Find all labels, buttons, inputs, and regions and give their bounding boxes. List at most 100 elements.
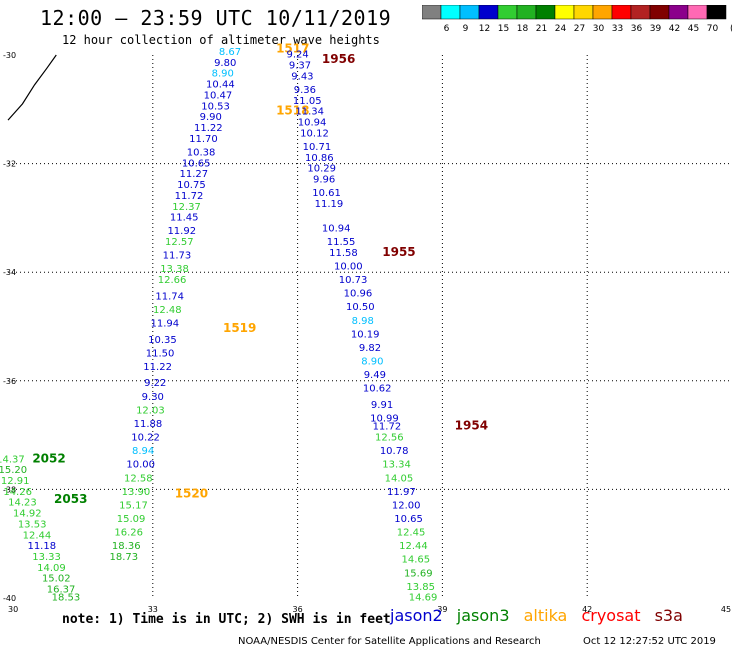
wave-height-value: 18.53 xyxy=(52,593,81,604)
pass-time-label: 1518 xyxy=(276,104,309,118)
x-tick-label: 36 xyxy=(293,605,303,614)
wave-height-value: 13.53 xyxy=(18,519,47,530)
pass-time-label: 2052 xyxy=(32,451,65,465)
pass-time-label: 1955 xyxy=(382,245,415,259)
timestamp-text: Oct 12 12:27:52 UTC 2019 xyxy=(583,636,716,647)
wave-height-value: 10.00 xyxy=(334,261,363,272)
x-tick-label: 30 xyxy=(8,605,18,614)
wave-height-value: 13.34 xyxy=(382,460,411,471)
wave-height-value: 14.65 xyxy=(402,555,431,566)
wave-height-value: 10.38 xyxy=(187,147,216,158)
wave-height-value: 10.50 xyxy=(346,302,375,313)
wave-height-value: 18.73 xyxy=(110,552,139,563)
wave-height-value: 9.37 xyxy=(289,61,311,72)
wave-height-value: 10.62 xyxy=(363,384,392,395)
coastline xyxy=(7,54,57,121)
wave-height-value: 10.86 xyxy=(305,153,334,164)
pass-time-label: 1517 xyxy=(276,41,309,55)
x-tick-label: 42 xyxy=(582,605,592,614)
wave-height-value: 13.33 xyxy=(32,552,61,563)
footer-note: note: 1) Time is in UTC; 2) SWH is in fe… xyxy=(62,612,391,627)
wave-height-value: 12.56 xyxy=(375,433,404,444)
wave-height-value: 10.61 xyxy=(312,188,341,199)
colorbar-label: 6 xyxy=(444,24,450,34)
colorbar-label: 21 xyxy=(536,24,547,34)
wave-height-value: 9.91 xyxy=(371,400,393,411)
satellite-legend: jason2 jason3 altika cryosat s3a xyxy=(390,606,692,625)
colorbar: 6 9 12 15 18 21 24 27 30 33 36 39 42 45 70 (ft) xyxy=(422,5,732,34)
wave-height-value: 15.09 xyxy=(117,514,146,525)
wave-height-value: 10.65 xyxy=(394,514,423,525)
wave-height-value: 10.75 xyxy=(177,180,206,191)
wave-height-value: 10.53 xyxy=(201,101,230,112)
wave-height-value: 11.92 xyxy=(167,226,196,237)
wave-height-value: 11.72 xyxy=(175,191,204,202)
wave-height-value: 9.22 xyxy=(144,378,166,389)
colorbar-label: 33 xyxy=(612,24,623,34)
wave-height-value: 11.45 xyxy=(170,213,199,224)
wave-height-value: 16.37 xyxy=(47,585,76,596)
colorbar-label: 12 xyxy=(479,24,490,34)
wave-height-value: 11.50 xyxy=(146,348,175,359)
wave-height-value: 11.73 xyxy=(163,251,192,262)
wave-height-value: 8.94 xyxy=(132,446,154,457)
wave-height-value: 15.02 xyxy=(42,574,71,585)
pass-time-label: 1520 xyxy=(175,487,208,501)
y-tick-label: -40 xyxy=(3,594,16,603)
wave-height-value: 15.69 xyxy=(404,568,433,579)
colorbar-label: 18 xyxy=(517,24,529,34)
colorbar-label: 70 xyxy=(707,24,719,34)
wave-height-value: 18.36 xyxy=(112,541,141,552)
wave-height-value: 8.90 xyxy=(361,357,383,368)
y-tick-label: -36 xyxy=(3,377,16,386)
wave-height-value: 12.48 xyxy=(153,305,182,316)
wave-height-value: 10.29 xyxy=(307,164,336,175)
colorbar-label: 30 xyxy=(593,24,605,34)
page-subtitle: 12 hour collection of altimeter wave hei… xyxy=(62,33,380,47)
wave-height-value: 9.36 xyxy=(294,85,316,96)
wave-height-value: 11.70 xyxy=(189,134,218,145)
wave-height-value: 10.22 xyxy=(131,433,160,444)
wave-height-value: 10.94 xyxy=(298,118,327,129)
wave-height-value: 11.55 xyxy=(327,237,356,248)
wave-height-value: 10.47 xyxy=(204,90,233,101)
wave-height-value: 12.00 xyxy=(392,500,421,511)
wave-height-value: 10.94 xyxy=(322,223,351,234)
wave-height-value: 10.78 xyxy=(380,446,409,457)
wave-height-value: 14.09 xyxy=(37,563,66,574)
y-tick-label: -38 xyxy=(3,485,16,494)
x-tick-label: 45 xyxy=(721,605,731,614)
wave-height-value: 9.80 xyxy=(214,58,236,69)
wave-height-value: 12.91 xyxy=(1,476,30,487)
wave-height-value: 10.96 xyxy=(344,289,373,300)
wave-height-value: 11.94 xyxy=(151,319,180,330)
colorbar-label: 9 xyxy=(463,24,469,34)
wave-height-value: 11.74 xyxy=(155,291,184,302)
wave-height-value: 11.22 xyxy=(143,362,172,373)
wave-height-value: 10.44 xyxy=(206,80,235,91)
wave-height-value: 12.44 xyxy=(23,530,52,541)
pass-time-label: 1519 xyxy=(223,321,256,335)
wave-height-value: 8.90 xyxy=(212,69,234,80)
wave-height-value: 11.88 xyxy=(134,419,163,430)
wave-height-value: 11.05 xyxy=(293,96,322,107)
wave-height-value: 10.19 xyxy=(351,329,380,340)
wave-height-value: 15.20 xyxy=(0,465,27,476)
wave-height-value: 11.58 xyxy=(329,248,358,259)
wave-height-value: 9.90 xyxy=(200,112,222,123)
wave-height-value: 12.66 xyxy=(158,275,187,286)
colorbar-unit: (ft) xyxy=(730,24,732,34)
wave-height-value: 11.72 xyxy=(373,422,402,433)
legend-jason3: jason3 xyxy=(456,606,510,625)
wave-height-value: 9.43 xyxy=(291,71,313,82)
credit-text: NOAA/NESDIS Center for Satellite Applica… xyxy=(238,636,541,647)
wave-height-value: 13.38 xyxy=(160,264,189,275)
colorbar-label: 15 xyxy=(498,24,509,34)
wave-height-value: 10.35 xyxy=(148,335,177,346)
colorbar-label: 27 xyxy=(574,24,585,34)
wave-height-value: 13.90 xyxy=(122,487,151,498)
wave-height-value: 10.73 xyxy=(339,275,368,286)
wave-height-value: 9.82 xyxy=(359,343,381,354)
colorbar-label: 39 xyxy=(650,24,662,34)
